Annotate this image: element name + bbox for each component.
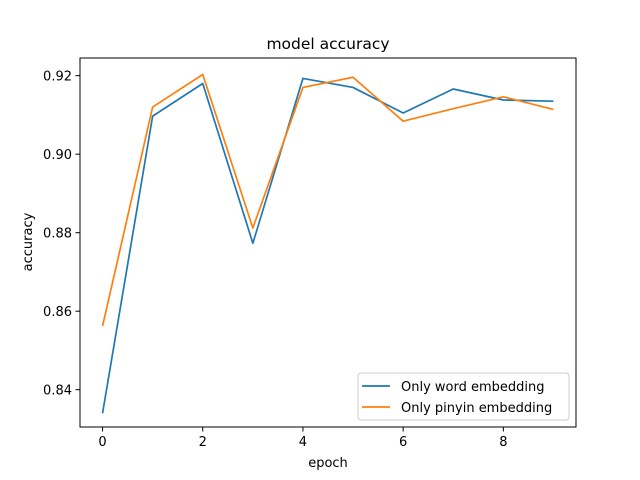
- x-tick-label: 6: [399, 435, 407, 450]
- y-axis: 0.84 0.86 0.88 0.90 0.92: [43, 70, 80, 399]
- y-tick-label: 0.84: [43, 384, 72, 399]
- legend-frame: [357, 372, 570, 421]
- y-tick-label: 0.88: [43, 227, 72, 242]
- x-tick-label: 0: [98, 435, 106, 450]
- series-line-pinyin-embedding: [101, 73, 554, 327]
- legend: Only word embedding Only pinyin embeddin…: [357, 372, 570, 421]
- series-line-word-embedding: [101, 77, 554, 414]
- x-axis: 0 2 4 6 8: [98, 427, 507, 450]
- x-axis-label: epoch: [308, 456, 348, 471]
- y-tick-label: 0.90: [43, 148, 72, 163]
- y-axis-label: accuracy: [21, 212, 36, 271]
- chart-title: model accuracy: [266, 35, 389, 53]
- y-tick-label: 0.86: [43, 305, 72, 320]
- x-tick-label: 2: [199, 435, 207, 450]
- y-tick-label: 0.92: [43, 70, 72, 85]
- series-layer: [101, 73, 554, 414]
- legend-label-pinyin: Only pinyin embedding: [401, 401, 552, 416]
- legend-label-word: Only word embedding: [401, 380, 545, 395]
- x-tick-label: 4: [299, 435, 307, 450]
- plot-frame: [79, 57, 577, 428]
- x-tick-label: 8: [499, 435, 507, 450]
